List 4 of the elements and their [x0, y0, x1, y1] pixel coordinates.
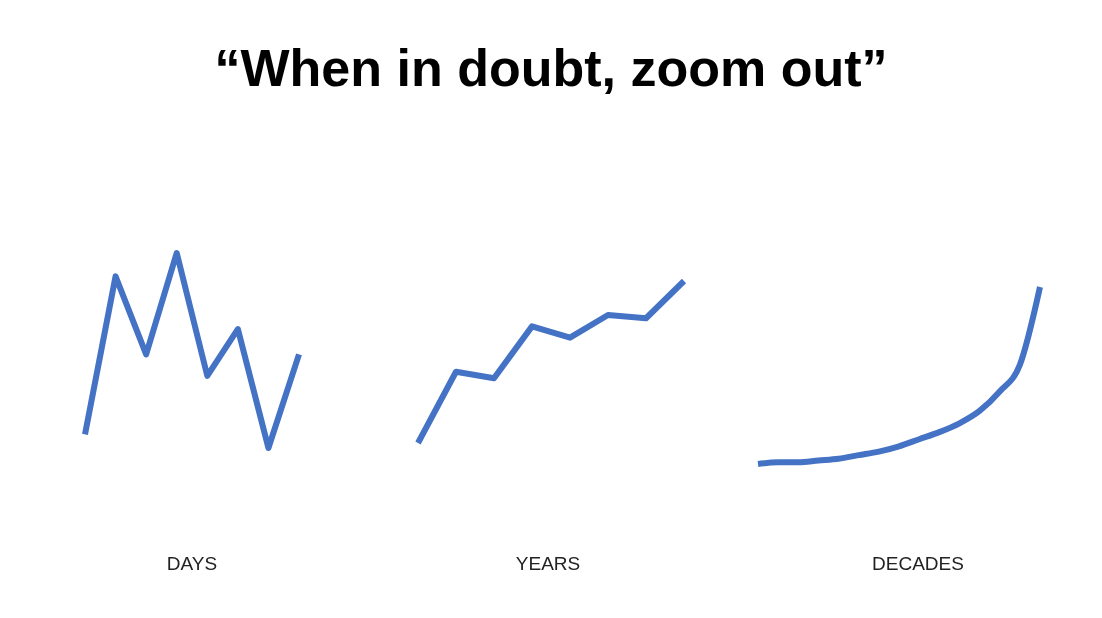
- x-axis-title: DECADES: [872, 553, 964, 574]
- x-axis-title: YEARS: [515, 553, 581, 574]
- text: “When in doubt, zoom out”: [214, 39, 888, 97]
- x-axis-title: DAYS: [166, 553, 218, 574]
